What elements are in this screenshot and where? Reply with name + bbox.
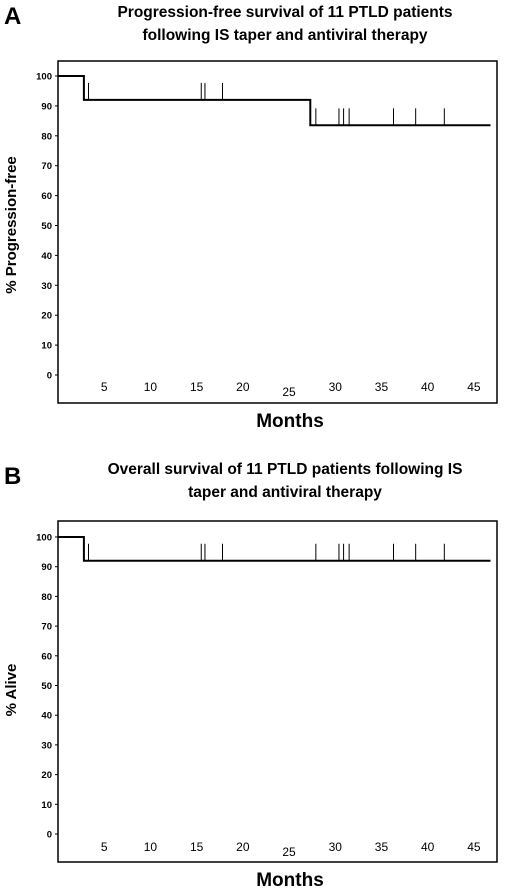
panel-a: A Progression-free survival of 11 PTLD p… xyxy=(3,3,498,432)
panel-b-y-tick-label: 90 xyxy=(41,562,52,573)
panel-a-x-tick-label: 30 xyxy=(329,380,343,394)
panel-b-y-tick-label: 100 xyxy=(36,533,52,544)
panel-a-y-tick-label: 0 xyxy=(47,371,52,382)
panel-b-x-tick-label: 25 xyxy=(282,845,296,859)
panel-b-y-tick-label: 40 xyxy=(41,711,52,722)
panel-b-x-tick-label: 15 xyxy=(190,840,204,854)
panel-a-x-tick-label: 45 xyxy=(467,380,481,394)
panel-a-y-tick-label: 20 xyxy=(41,311,52,322)
panel-b-y-tick-label: 10 xyxy=(41,800,52,811)
panel-a-letter: A xyxy=(4,3,21,30)
panel-a-x-tick-label: 15 xyxy=(190,380,204,394)
panel-b-y-tick-label: 60 xyxy=(41,651,52,662)
panel-a-x-tick-label: 35 xyxy=(375,380,389,394)
panel-b-plot-area: 0 10 20 30 40 50 60 70 80 90 100 5 10 15 20 25 30 35 40 45 xyxy=(36,533,491,859)
panel-a-y-axis-label: % Progression-free xyxy=(3,156,20,294)
panel-a-plot-area: 0 10 20 30 40 50 60 70 80 90 100 5 10 15 20 25 30 35 40 45 xyxy=(36,72,491,399)
panel-b-survival-curve xyxy=(58,536,491,562)
panel-b-y-tick-label: 70 xyxy=(41,622,52,633)
panel-a-y-tick-label: 80 xyxy=(41,131,52,142)
panel-b-plot-frame xyxy=(57,520,498,863)
panel-b-x-tick-label: 30 xyxy=(329,840,343,854)
panel-a-x-tick-label: 20 xyxy=(236,380,250,394)
panel-a-y-tick-label: 60 xyxy=(41,191,52,202)
panel-b-x-tick-label: 45 xyxy=(467,840,481,854)
panel-a-y-tick-label: 100 xyxy=(36,72,52,83)
panel-b-x-tick-label: 5 xyxy=(101,840,108,854)
panel-b-x-tick-label: 40 xyxy=(421,840,435,854)
panel-a-x-tick-label: 10 xyxy=(144,380,158,394)
panel-b-y-tick-label: 0 xyxy=(47,830,52,841)
panel-a-y-tick-label: 40 xyxy=(41,251,52,262)
panel-b-x-axis-label: Months xyxy=(256,870,324,888)
panel-a-plot-frame xyxy=(57,60,498,404)
panel-b-y-tick-label: 50 xyxy=(41,681,52,692)
panel-b-y-tick-label: 80 xyxy=(41,592,52,603)
panel-a-x-tick-label: 40 xyxy=(421,380,435,394)
panel-b-x-tick-label: 10 xyxy=(144,840,158,854)
panel-a-x-axis-label: Months xyxy=(256,411,324,432)
panel-a-x-tick-label: 25 xyxy=(282,385,296,399)
panel-b-x-tick-label: 35 xyxy=(375,840,389,854)
panel-a-x-tick-label: 5 xyxy=(101,380,108,394)
panel-b-y-tick-label: 30 xyxy=(41,740,52,751)
panel-a-title-line-1: Progression-free survival of 11 PTLD pat… xyxy=(117,4,452,21)
panel-b-title-line-1: Overall survival of 11 PTLD patients fol… xyxy=(108,461,463,478)
panel-b-y-tick-label: 20 xyxy=(41,770,52,781)
panel-a-y-tick-label: 50 xyxy=(41,221,52,232)
panel-a-y-tick-label: 70 xyxy=(41,161,52,172)
panel-a-y-tick-label: 30 xyxy=(41,281,52,292)
panel-b-x-tick-label: 20 xyxy=(236,840,250,854)
panel-b-title-line-2: taper and antiviral therapy xyxy=(188,484,382,501)
panel-b-letter: B xyxy=(4,463,21,490)
panel-b: B Overall survival of 11 PTLD patients f… xyxy=(3,461,498,888)
panel-a-title-line-2: following IS taper and antiviral therapy xyxy=(142,27,427,44)
panel-a-survival-curve xyxy=(58,75,491,127)
panel-a-y-tick-label: 10 xyxy=(41,341,52,352)
panel-a-y-tick-label: 90 xyxy=(41,101,52,112)
panel-b-y-axis-label: % Alive xyxy=(3,664,20,717)
